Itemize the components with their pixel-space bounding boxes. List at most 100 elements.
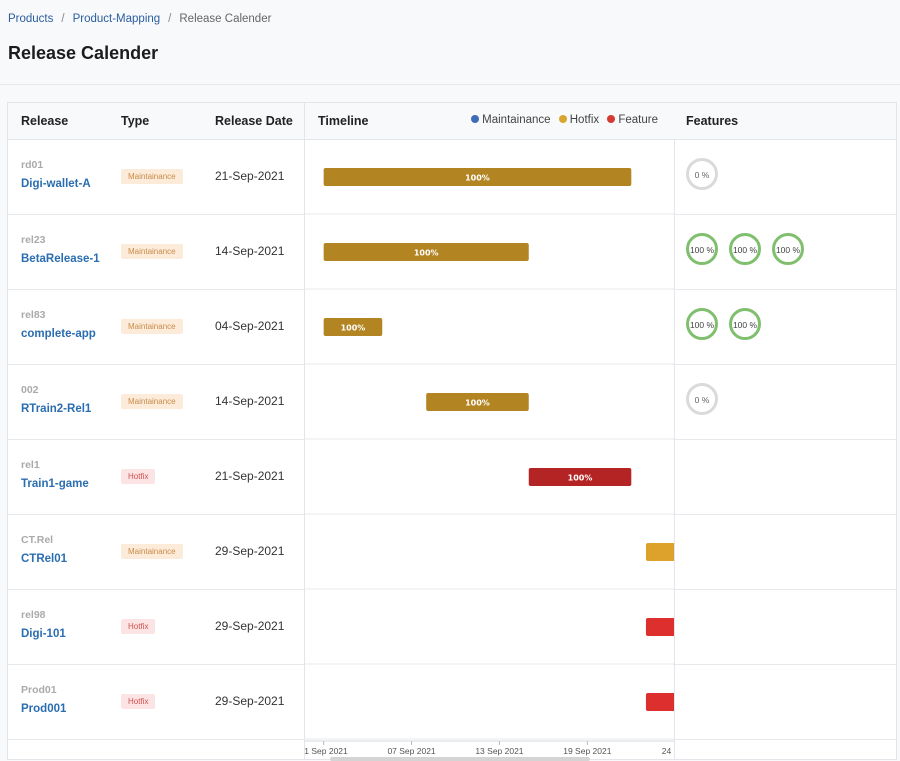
- breadcrumb-separator: /: [168, 13, 172, 25]
- features-row: 0 %: [673, 364, 896, 440]
- legend-hotfix: Hotfix: [558, 114, 600, 126]
- release-list-column: Release Type Release Date rd01 Digi-walle…: [8, 103, 304, 759]
- features-row: [673, 589, 896, 665]
- release-table-header: Release Type Release Date: [8, 103, 304, 140]
- legend-dot-hotfix: [558, 115, 567, 123]
- release-type-badge: Maintainance: [121, 169, 183, 184]
- legend-label: Maintainance: [482, 114, 551, 126]
- timeline-chart: 100% 100% 100% 100% 100% 01 Sep 2021 07 Sep 20…: [305, 168, 674, 756]
- features-column: Features 0 % 100 % 100 % 100 % 100 % 100 % 0 %: [673, 103, 896, 759]
- release-code: rel1: [21, 459, 40, 471]
- release-row[interactable]: rel83 complete-app Maintainance 04-Sep-2021: [8, 289, 304, 365]
- release-name-link[interactable]: Digi-wallet-A: [21, 178, 91, 190]
- release-code: 002: [21, 384, 39, 396]
- timeline-bar-label: 100%: [465, 174, 490, 183]
- feature-progress-ring[interactable]: 0 %: [686, 158, 718, 190]
- timeline-bar-label: 100%: [568, 474, 593, 483]
- timeline-bar-label: 100%: [341, 324, 366, 333]
- release-type-badge: Hotfix: [121, 469, 156, 484]
- release-type-badge: Hotfix: [121, 694, 156, 709]
- timeline-bar[interactable]: [323, 243, 529, 261]
- header-timeline: Timeline: [318, 114, 369, 128]
- feature-progress-ring[interactable]: 100 %: [729, 308, 761, 340]
- features-row: [673, 664, 896, 740]
- timeline-bar[interactable]: [528, 468, 632, 486]
- timeline-bar[interactable]: [323, 318, 383, 336]
- header-features: Features: [686, 114, 739, 128]
- header-release: Release: [21, 114, 69, 128]
- breadcrumb-current: Release Calender: [179, 13, 272, 25]
- timeline-bar[interactable]: [323, 168, 632, 186]
- release-row[interactable]: rel1 Train1-game Hotfix 21-Sep-2021: [8, 439, 304, 515]
- release-type-badge: Maintainance: [121, 244, 183, 259]
- release-row[interactable]: Prod01 Prod001 Hotfix 29-Sep-2021: [8, 664, 304, 740]
- features-row: [673, 439, 896, 515]
- release-date: 21-Sep-2021: [215, 469, 285, 483]
- features-row: 0 %: [673, 139, 896, 215]
- timeline-tick-label: 24 Sep: [662, 746, 674, 756]
- feature-progress-ring[interactable]: 0 %: [686, 383, 718, 415]
- release-name-link[interactable]: CTRel01: [21, 553, 68, 565]
- features-header: Features: [673, 103, 896, 140]
- feature-progress-ring[interactable]: 100 %: [686, 233, 718, 265]
- release-type-badge: Maintainance: [121, 544, 183, 559]
- release-type-badge: Maintainance: [121, 394, 183, 409]
- release-date: 29-Sep-2021: [215, 694, 285, 708]
- release-type-badge: Hotfix: [121, 619, 156, 634]
- feature-progress-ring[interactable]: 100 %: [772, 233, 804, 265]
- timeline-tick-label: 19 Sep 2021: [563, 746, 611, 756]
- release-date: 14-Sep-2021: [215, 244, 285, 258]
- timeline-tick-label: 07 Sep 2021: [387, 746, 435, 756]
- timeline-tick-label: 01 Sep 2021: [305, 746, 348, 756]
- timeline-bar[interactable]: [645, 618, 674, 636]
- release-name-link[interactable]: Digi-101: [21, 628, 66, 640]
- release-code: Prod01: [21, 684, 57, 696]
- release-type-badge: Maintainance: [121, 319, 183, 334]
- release-date: 29-Sep-2021: [215, 544, 285, 558]
- page-header: Products / Product-Mapping / Release Calende…: [0, 0, 900, 85]
- release-code: rel98: [21, 609, 46, 621]
- release-row[interactable]: CT.Rel CTRel01 Maintainance 29-Sep-2021: [8, 514, 304, 590]
- release-row[interactable]: 002 RTrain2-Rel1 Maintainance 14-Sep-2021: [8, 364, 304, 440]
- timeline-bar-label: 100%: [465, 399, 490, 408]
- timeline-column: Timeline Maintainance Hotfix Feature 100…: [304, 103, 675, 759]
- header-release-date: Release Date: [215, 114, 293, 128]
- breadcrumb: Products / Product-Mapping / Release Calende…: [8, 13, 271, 25]
- timeline-bar[interactable]: [645, 543, 674, 561]
- features-row: 100 % 100 %: [673, 289, 896, 365]
- release-name-link[interactable]: Train1-game: [21, 478, 89, 490]
- release-code: rd01: [21, 159, 44, 171]
- timeline-tick-label: 13 Sep 2021: [475, 746, 523, 756]
- timeline-bar-label: 100%: [414, 249, 439, 258]
- release-name-link[interactable]: Prod001: [21, 703, 67, 715]
- page-title: Release Calender: [8, 43, 159, 63]
- breadcrumb-separator: /: [61, 13, 65, 25]
- release-row[interactable]: rel23 BetaRelease-1 Maintainance 14-Sep-202…: [8, 214, 304, 290]
- timeline-bar[interactable]: [426, 393, 529, 411]
- release-row[interactable]: rel98 Digi-101 Hotfix 29-Sep-2021: [8, 589, 304, 665]
- breadcrumb-products[interactable]: Products: [8, 13, 54, 25]
- release-row[interactable]: rd01 Digi-wallet-A Maintainance 21-Sep-2021: [8, 139, 304, 215]
- legend-label: Hotfix: [569, 114, 600, 126]
- legend-label: Feature: [618, 114, 658, 126]
- release-date: 29-Sep-2021: [215, 619, 285, 633]
- release-name-link[interactable]: complete-app: [21, 328, 96, 340]
- release-code: rel83: [21, 309, 46, 321]
- feature-progress-ring[interactable]: 100 %: [686, 308, 718, 340]
- breadcrumb-product-mapping[interactable]: Product-Mapping: [72, 13, 161, 25]
- legend-feature: Feature: [607, 114, 658, 126]
- timeline-header: Timeline Maintainance Hotfix Feature: [305, 103, 674, 140]
- legend-maintainance: Maintainance: [471, 114, 551, 126]
- release-code: rel23: [21, 234, 46, 246]
- release-name-link[interactable]: BetaRelease-1: [21, 253, 100, 265]
- release-date: 14-Sep-2021: [215, 394, 285, 408]
- legend-dot-maintainance: [471, 115, 480, 123]
- release-calendar-panel: Release Type Release Date rd01 Digi-walle…: [7, 102, 897, 760]
- release-name-link[interactable]: RTrain2-Rel1: [21, 403, 92, 415]
- timeline-legend: Maintainance Hotfix Feature: [466, 114, 658, 126]
- timeline-horizontal-scrollbar[interactable]: [330, 757, 590, 761]
- legend-dot-feature: [607, 115, 616, 123]
- feature-progress-ring[interactable]: 100 %: [729, 233, 761, 265]
- release-date: 21-Sep-2021: [215, 169, 285, 183]
- timeline-bar[interactable]: [645, 693, 674, 711]
